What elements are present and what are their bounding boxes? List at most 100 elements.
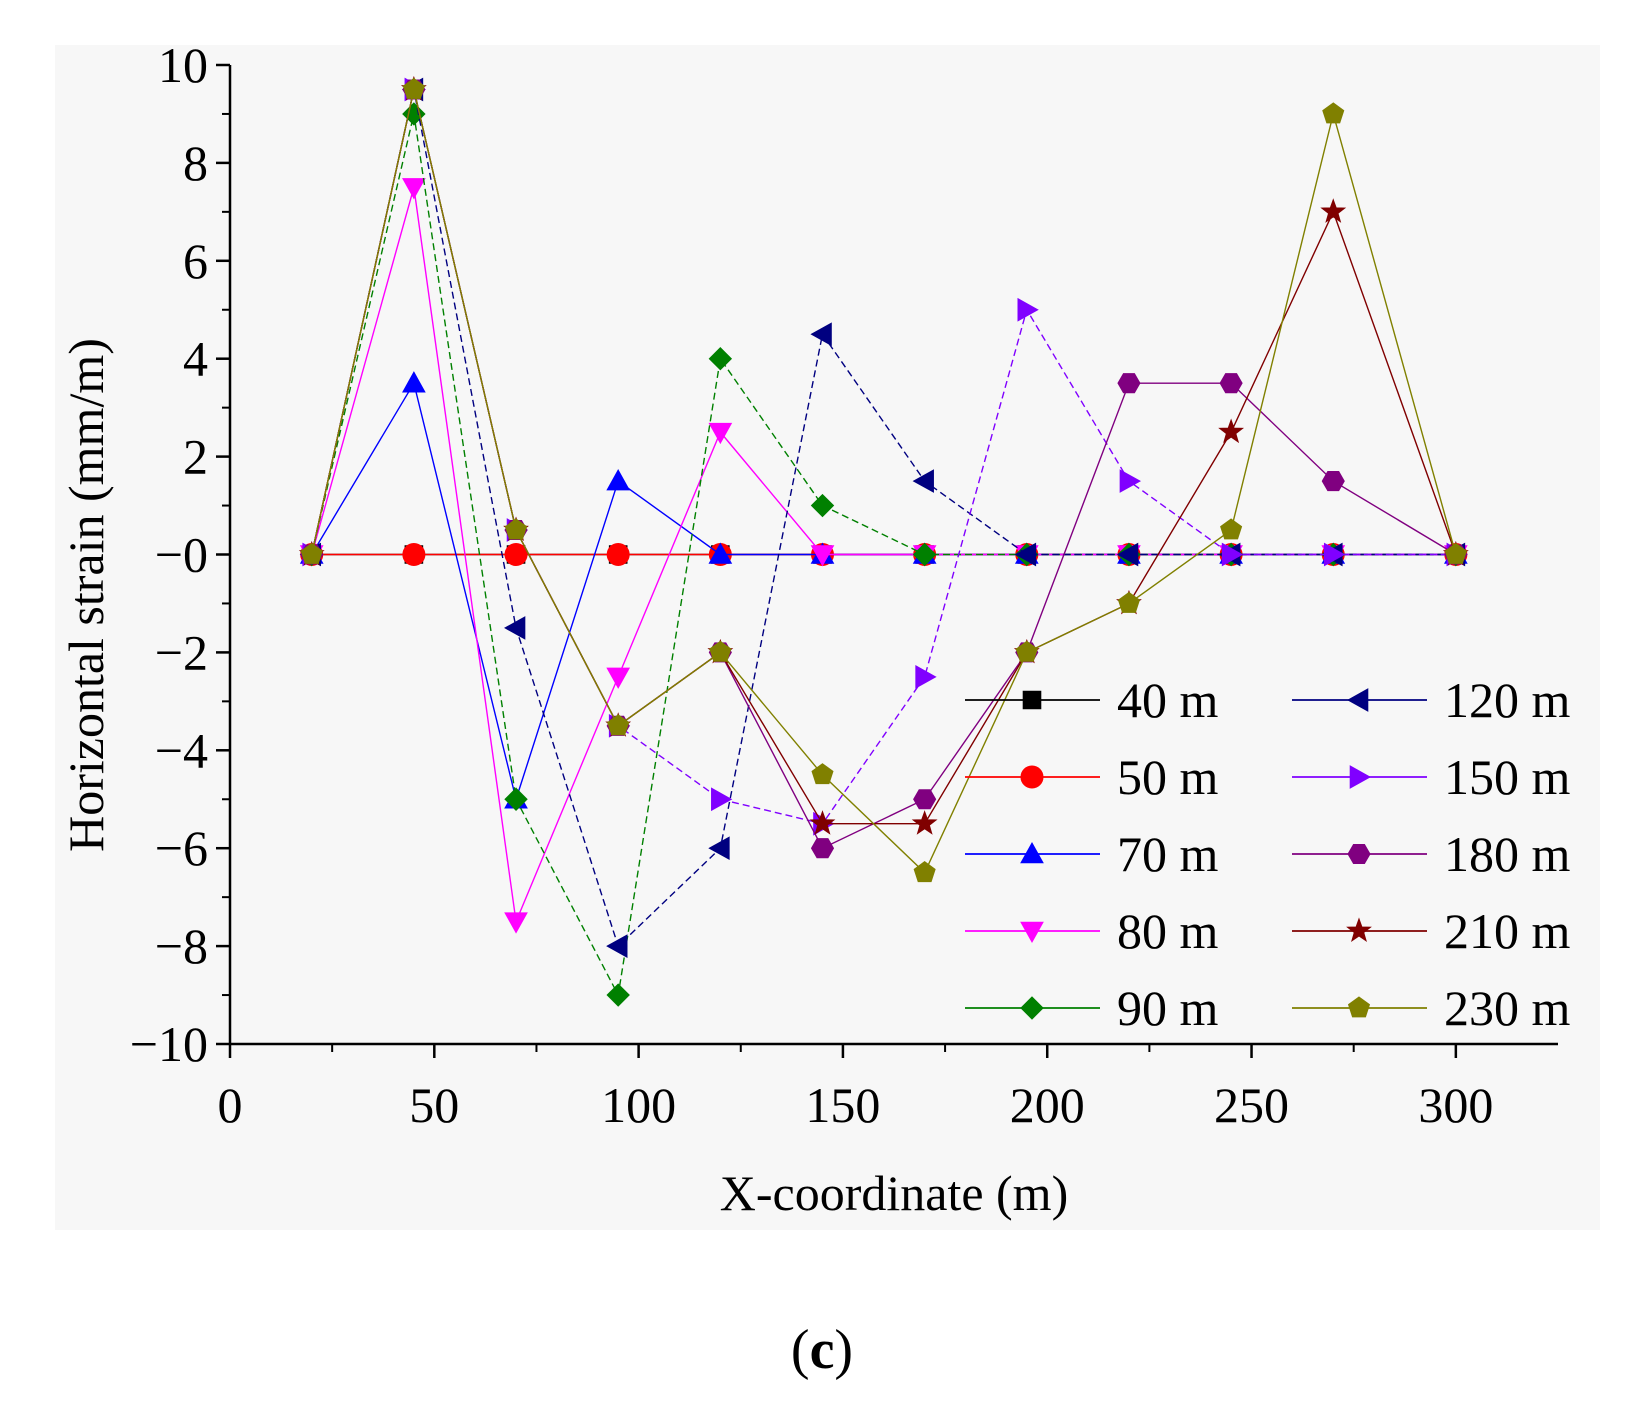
series-230m bbox=[300, 77, 1467, 883]
legend-item: 40 m bbox=[965, 672, 1219, 728]
x-tick-label: 200 bbox=[1010, 1077, 1085, 1133]
data-point bbox=[911, 810, 938, 835]
x-tick-label: 50 bbox=[409, 1077, 459, 1133]
legend-marker bbox=[1347, 996, 1371, 1018]
data-point bbox=[810, 838, 835, 859]
data-point bbox=[504, 787, 528, 811]
data-point bbox=[300, 542, 323, 564]
data-point bbox=[607, 714, 630, 736]
data-point bbox=[809, 810, 836, 835]
legend-marker bbox=[1020, 841, 1044, 864]
legend-marker bbox=[1020, 765, 1044, 789]
series-line bbox=[311, 89, 1457, 874]
data-point bbox=[402, 77, 425, 99]
data-point bbox=[1444, 542, 1467, 564]
data-point bbox=[606, 667, 631, 689]
legend-marker bbox=[1347, 843, 1371, 865]
series-line bbox=[311, 89, 1456, 948]
legend-item: 90 m bbox=[965, 980, 1219, 1036]
data-point bbox=[402, 178, 426, 200]
tick-marks bbox=[216, 63, 1458, 1058]
caption-open: ( bbox=[791, 1319, 810, 1381]
caption-close: ) bbox=[834, 1319, 853, 1381]
data-point bbox=[810, 493, 835, 518]
data-point bbox=[504, 543, 528, 566]
legend-label: 80 m bbox=[1117, 903, 1219, 959]
caption-letter: c bbox=[810, 1319, 835, 1381]
data-point bbox=[1116, 542, 1139, 567]
data-point bbox=[708, 836, 730, 861]
data-point bbox=[606, 469, 631, 491]
x-tick-labels: 0 50 100 150 200 250 300 bbox=[218, 1077, 1494, 1133]
data-point bbox=[504, 616, 526, 640]
data-point bbox=[1017, 297, 1039, 322]
legend-item: 50 m bbox=[965, 749, 1219, 805]
figure-caption: (c) bbox=[791, 1319, 853, 1381]
legend-label: 40 m bbox=[1117, 672, 1219, 728]
y-tick-label: −0 bbox=[155, 527, 208, 583]
data-point bbox=[1014, 542, 1037, 567]
data-point bbox=[912, 542, 937, 567]
legend-label: 180 m bbox=[1444, 826, 1571, 882]
series-layer bbox=[298, 75, 1469, 1007]
x-tick-label: 250 bbox=[1214, 1077, 1289, 1133]
y-tick-label: −8 bbox=[155, 918, 208, 974]
data-point bbox=[708, 346, 733, 371]
data-point bbox=[1119, 469, 1141, 493]
legend-label: 70 m bbox=[1117, 826, 1219, 882]
data-point bbox=[708, 422, 733, 445]
data-point bbox=[1220, 518, 1243, 540]
legend-item: 230 m bbox=[1292, 980, 1571, 1036]
legend-marker bbox=[1020, 921, 1044, 944]
legend-label: 120 m bbox=[1444, 672, 1571, 728]
y-tick-label: −4 bbox=[155, 722, 208, 778]
data-point bbox=[1321, 471, 1345, 492]
data-point bbox=[1219, 373, 1243, 394]
legend-item: 70 m bbox=[965, 826, 1219, 882]
legend-marker bbox=[1020, 996, 1044, 1020]
y-tick-label: −10 bbox=[130, 1016, 208, 1072]
data-point bbox=[913, 861, 936, 883]
data-point bbox=[504, 518, 528, 540]
data-point bbox=[606, 934, 628, 958]
data-point bbox=[606, 543, 630, 566]
data-point bbox=[913, 789, 937, 810]
legend-item: 180 m bbox=[1292, 826, 1571, 882]
legend-label: 50 m bbox=[1117, 749, 1219, 805]
y-tick-label: −2 bbox=[155, 624, 208, 680]
data-point bbox=[606, 983, 630, 1007]
y-tick-label: 6 bbox=[183, 233, 208, 289]
data-point bbox=[811, 763, 834, 785]
legend-label: 210 m bbox=[1444, 903, 1571, 959]
legend-item: 80 m bbox=[965, 903, 1219, 959]
x-tick-label: 0 bbox=[218, 1077, 243, 1133]
x-tick-label: 100 bbox=[601, 1077, 676, 1133]
y-axis-title: Horizontal strain (mm/m) bbox=[58, 338, 114, 852]
legend-item: 210 m bbox=[1292, 903, 1571, 959]
series-line bbox=[311, 113, 1456, 998]
x-tick-label: 300 bbox=[1418, 1077, 1493, 1133]
y-tick-label: 10 bbox=[158, 37, 208, 93]
legend-label: 150 m bbox=[1444, 749, 1571, 805]
x-axis-title: X-coordinate (m) bbox=[720, 1165, 1068, 1221]
y-tick-label: 8 bbox=[183, 135, 208, 191]
data-point bbox=[402, 543, 426, 566]
data-point bbox=[402, 371, 426, 393]
data-point bbox=[708, 542, 733, 564]
y-tick-label: −6 bbox=[155, 820, 208, 876]
data-point bbox=[1320, 198, 1347, 223]
legend-label: 230 m bbox=[1444, 980, 1571, 1036]
legend-label: 90 m bbox=[1117, 980, 1219, 1036]
legend: 40 m 50 m 70 m 80 m 90 m 120 m 150 m 180 m 210 m… bbox=[965, 672, 1571, 1036]
data-point bbox=[711, 787, 733, 812]
data-point bbox=[915, 665, 937, 689]
y-tick-label: 2 bbox=[183, 429, 208, 485]
data-point bbox=[810, 322, 832, 347]
y-tick-label: 4 bbox=[183, 331, 208, 387]
data-point bbox=[1015, 640, 1038, 662]
data-point bbox=[912, 469, 934, 493]
legend-marker bbox=[1022, 690, 1042, 710]
x-tick-label: 150 bbox=[805, 1077, 880, 1133]
axes bbox=[228, 65, 1558, 1046]
